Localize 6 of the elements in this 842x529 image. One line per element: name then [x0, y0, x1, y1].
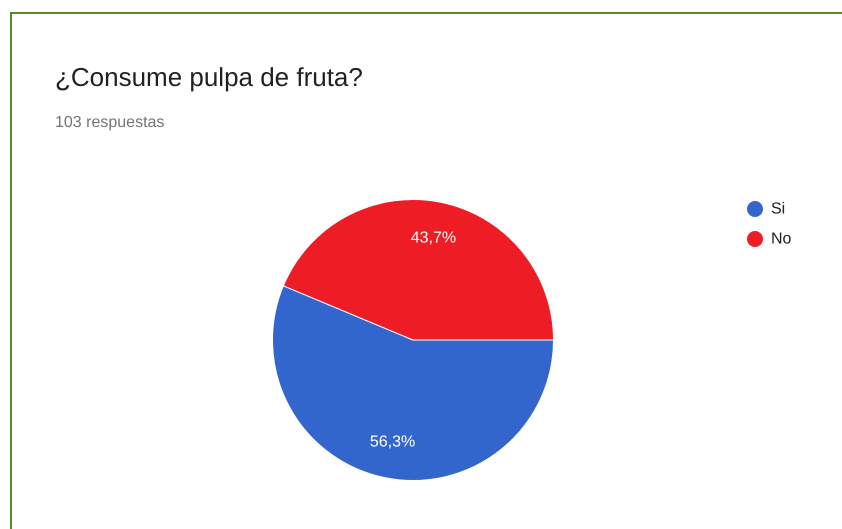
text: 103 respuestas — [55, 114, 164, 132]
legend-label: No — [771, 230, 792, 248]
chart-title: ¿Consume pulpa de fruta? — [55, 62, 363, 93]
data-label: 56,3% — [370, 433, 416, 450]
legend-label: Si — [771, 200, 786, 218]
data-label: 43,7% — [410, 229, 456, 246]
